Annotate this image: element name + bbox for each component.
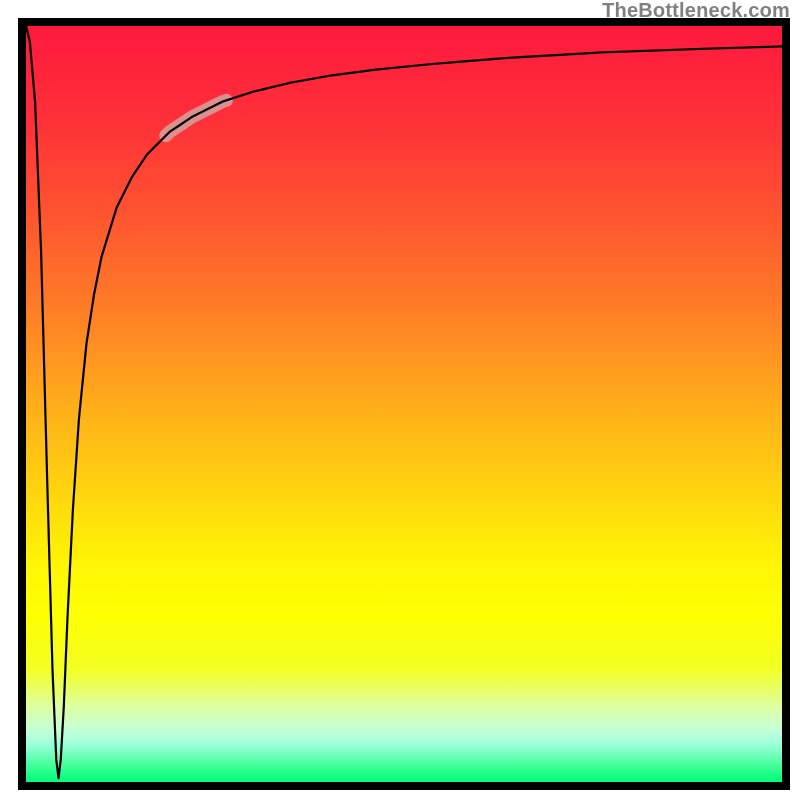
bottleneck-chart [0,0,800,800]
watermark-text: TheBottleneck.com [602,0,790,23]
gradient-background [26,26,782,782]
